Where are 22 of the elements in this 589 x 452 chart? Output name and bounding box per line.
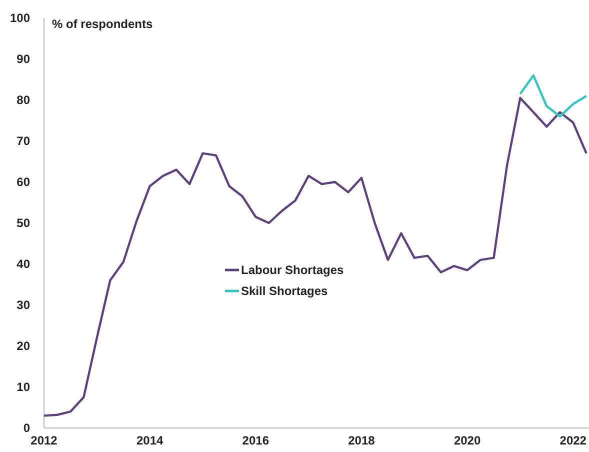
line-series [519, 74, 588, 118]
y-tick-label: 0 [23, 420, 30, 435]
y-tick-label: 20 [16, 338, 30, 353]
y-tick-label: 60 [16, 174, 30, 189]
y-tick-label: 70 [16, 134, 30, 148]
y-tick-label: 80 [16, 92, 30, 107]
x-tick-label: 2018 [348, 434, 376, 448]
legend-label: Labour Shortages [241, 263, 344, 277]
x-tick-label: 2016 [242, 434, 270, 448]
y-tick-label: 40 [16, 256, 30, 271]
x-tick-label: 2020 [454, 434, 481, 448]
y-tick-label: 30 [16, 298, 30, 312]
y-tick-label: 10 [16, 380, 30, 394]
x-tick-label: 2022 [560, 434, 587, 448]
y-tick-label: 50 [16, 216, 30, 230]
line-series [42, 96, 588, 417]
y-tick-label: 100 [10, 10, 30, 25]
y-axis-title: % of respondents [52, 17, 153, 31]
legend-label: Skill Shortages [241, 284, 328, 298]
x-tick-label: 2012 [30, 434, 58, 448]
x-tick-label: 2014 [136, 434, 164, 448]
y-tick-label: 90 [16, 52, 30, 66]
